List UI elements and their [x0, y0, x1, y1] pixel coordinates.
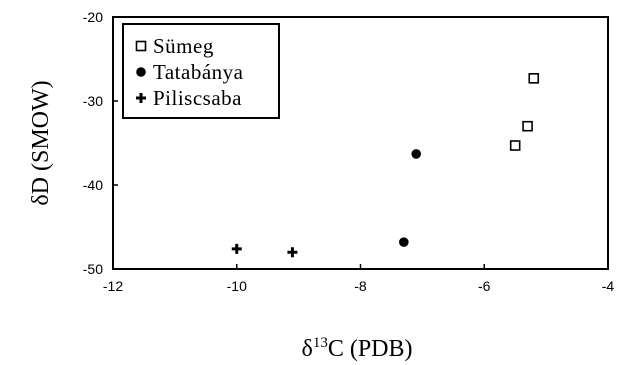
x-axis-label-superscript: 13 — [313, 335, 328, 351]
data-point-tatabanya — [411, 149, 421, 159]
y-axis-label: δD (SMOW) — [28, 80, 54, 205]
x-tick-label: -8 — [354, 278, 367, 294]
legend-box — [122, 23, 280, 119]
legend-marker-tatabanya — [136, 67, 146, 77]
legend-label-sumeg: Sümeg — [153, 34, 214, 58]
legend-label-tatabanya: Tatabánya — [153, 60, 244, 84]
data-points — [231, 73, 540, 258]
legend-marker-sumeg — [135, 40, 147, 52]
data-point-sumeg — [509, 140, 521, 151]
y-tick-label: -30 — [83, 93, 103, 109]
x-tick-label: -12 — [103, 278, 123, 294]
x-axis-label: δ13C (PDB) — [302, 335, 413, 362]
y-tick-label: -20 — [83, 9, 103, 25]
legend-label-piliscsaba: Piliscsaba — [153, 86, 242, 110]
y-tick-label: -50 — [83, 261, 103, 277]
data-point-sumeg — [522, 120, 533, 132]
legend-marker-piliscsaba — [136, 93, 146, 103]
x-tick-label: -6 — [478, 278, 491, 294]
data-point-piliscsaba — [287, 247, 298, 258]
x-axis-label-prefix: δ — [302, 336, 313, 362]
x-tick-label: -4 — [602, 278, 615, 294]
x-tick-label: -10 — [227, 278, 247, 294]
data-point-piliscsaba — [231, 243, 242, 254]
data-point-sumeg — [528, 73, 540, 84]
y-tick-label: -40 — [83, 177, 103, 193]
axis-ticks: -12 -10 -8 -6 -4 -50 -40 -30 -20 — [83, 9, 615, 294]
data-point-tatabanya — [399, 237, 409, 247]
x-axis-label-rest: C (PDB) — [328, 336, 413, 362]
